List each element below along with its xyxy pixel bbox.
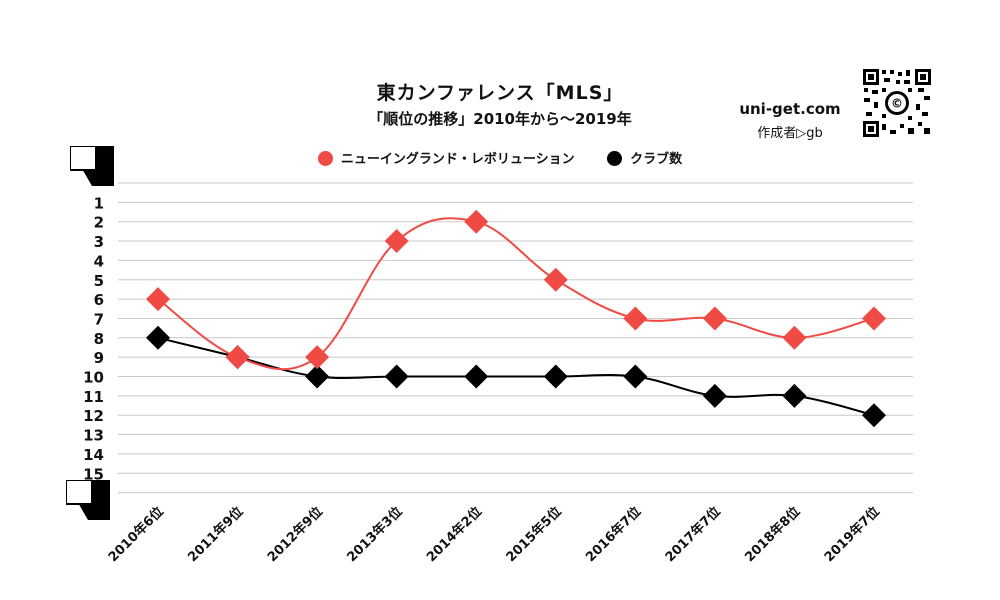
y-tick-label: 10	[83, 369, 104, 387]
x-tick-label: 2010年6位	[105, 504, 167, 566]
corner-decoration-bottom	[66, 480, 110, 520]
data-point-series-1	[862, 403, 886, 428]
legend-label-clubs: クラブ数	[630, 152, 683, 167]
data-point-series-1	[146, 325, 170, 350]
y-tick-label: 14	[83, 446, 104, 464]
x-tick-label: 2016年7位	[582, 504, 644, 566]
y-tick-label: 2	[94, 214, 104, 232]
data-point-series-0	[702, 306, 727, 331]
x-tick-label: 2015年5位	[503, 504, 565, 566]
author-credit: 作成者▷gb	[757, 126, 823, 141]
data-point-series-0	[146, 287, 170, 312]
data-point-series-1	[623, 364, 648, 389]
data-point-series-1	[384, 364, 409, 389]
y-tick-label: 13	[83, 427, 104, 445]
y-tick-label: 15	[83, 465, 104, 483]
chart-title: 東カンファレンス「MLS」	[376, 82, 624, 104]
site-name: uni-get.com	[739, 100, 841, 118]
series-line-1	[157, 336, 875, 417]
data-point-series-0	[305, 345, 330, 370]
data-point-series-0	[464, 209, 489, 234]
y-tick-label: 7	[94, 310, 104, 328]
legend-item-revolution: ニューイングランド・レボリューション	[317, 148, 575, 167]
y-tick-label: 8	[94, 330, 104, 348]
y-tick-label: 11	[83, 388, 104, 406]
x-tick-label: 2012年9位	[264, 504, 326, 566]
qr-code: ©	[862, 68, 932, 138]
legend-marker-clubs	[607, 151, 623, 166]
data-point-series-0	[782, 325, 807, 350]
y-tick-label: 4	[94, 252, 104, 270]
data-point-series-0	[225, 345, 250, 370]
data-point-series-0	[543, 267, 568, 292]
x-tick-label: 2014年2位	[423, 504, 485, 566]
legend-item-clubs: クラブ数	[607, 148, 682, 167]
data-point-series-0	[862, 306, 886, 331]
legend-label-revolution: ニューイングランド・レボリューション	[340, 152, 575, 167]
y-tick-label: 6	[94, 291, 104, 309]
x-tick-label: 2018年8位	[742, 504, 804, 566]
y-tick-label: 1	[94, 194, 104, 212]
y-tick-label: 3	[94, 233, 104, 251]
data-point-series-1	[702, 383, 727, 408]
x-tick-label: 2013年3位	[344, 504, 406, 566]
x-tick-label: 2011年9位	[185, 504, 247, 566]
data-point-series-1	[543, 364, 568, 389]
y-tick-label: 5	[94, 272, 104, 290]
qr-logo: ©	[891, 97, 903, 111]
data-point-series-1	[782, 383, 807, 408]
y-tick-label: 12	[83, 407, 104, 425]
x-tick-label: 2019年7位	[821, 504, 883, 566]
data-point-series-1	[464, 364, 489, 389]
chart-subtitle: 「順位の推移」2010年から〜2019年	[368, 110, 632, 128]
legend-marker-revolution	[317, 151, 333, 166]
y-tick-label: 9	[94, 349, 104, 367]
series-line-0	[157, 217, 875, 371]
data-point-series-0	[623, 306, 648, 331]
x-tick-label: 2017年7位	[662, 504, 724, 566]
corner-decoration-top	[70, 146, 114, 186]
data-point-series-0	[384, 229, 409, 254]
legend: ニューイングランド・レボリューション クラブ数	[0, 148, 1000, 167]
data-point-series-1	[305, 364, 330, 389]
